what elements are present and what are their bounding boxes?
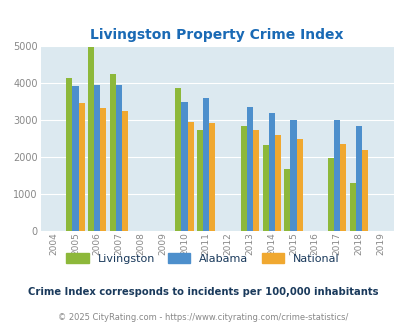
Bar: [262, 145, 268, 231]
Bar: [274, 135, 280, 231]
Bar: [339, 144, 345, 231]
Bar: [72, 86, 78, 231]
Bar: [94, 85, 100, 231]
Bar: [66, 78, 72, 231]
Bar: [284, 169, 290, 231]
Bar: [246, 107, 252, 231]
Bar: [203, 98, 209, 231]
Bar: [296, 139, 302, 231]
Bar: [349, 183, 355, 231]
Bar: [78, 104, 84, 231]
Bar: [175, 87, 181, 231]
Legend: Livingston, Alabama, National: Livingston, Alabama, National: [62, 248, 343, 268]
Bar: [333, 120, 339, 231]
Bar: [252, 130, 258, 231]
Title: Livingston Property Crime Index: Livingston Property Crime Index: [90, 28, 343, 42]
Bar: [100, 108, 106, 231]
Bar: [110, 74, 116, 231]
Bar: [181, 102, 187, 231]
Text: © 2025 CityRating.com - https://www.cityrating.com/crime-statistics/: © 2025 CityRating.com - https://www.city…: [58, 313, 347, 322]
Bar: [187, 121, 193, 231]
Bar: [122, 111, 128, 231]
Bar: [355, 126, 361, 231]
Bar: [209, 123, 215, 231]
Bar: [361, 150, 367, 231]
Text: Crime Index corresponds to incidents per 100,000 inhabitants: Crime Index corresponds to incidents per…: [28, 287, 377, 297]
Bar: [290, 120, 296, 231]
Bar: [88, 47, 94, 231]
Bar: [327, 158, 333, 231]
Bar: [116, 84, 122, 231]
Bar: [240, 126, 246, 231]
Bar: [197, 130, 203, 231]
Bar: [268, 113, 274, 231]
